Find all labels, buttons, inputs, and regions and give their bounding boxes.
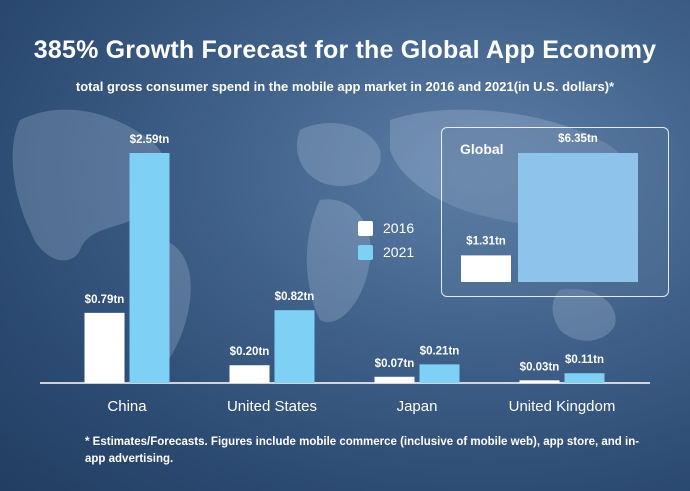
bar-china-2016 <box>84 312 125 383</box>
category-label-china: China <box>107 398 147 415</box>
legend-label-2021: 2021 <box>383 244 415 260</box>
legend-label-2016: 2016 <box>383 220 415 236</box>
data-label-china-2016: $0.79tn <box>85 294 125 306</box>
data-label-china-2021: $2.59tn <box>130 134 170 146</box>
data-label-global-2021: $6.35tn <box>558 133 598 145</box>
bar-global-2021 <box>518 153 638 282</box>
legend-item-2016: 2016 <box>358 220 438 238</box>
data-label-global-2016: $1.31tn <box>466 235 506 247</box>
data-label-united-states-2021: $0.82tn <box>275 291 315 303</box>
category-label-japan: Japan <box>397 398 438 415</box>
data-label-united-kingdom-2016: $0.03tn <box>520 361 560 373</box>
chart-subtitle: total gross consumer spend in the mobile… <box>75 79 615 94</box>
data-label-united-states-2016: $0.20tn <box>230 346 270 358</box>
category-label-united-states: United States <box>227 398 317 415</box>
bar-united-states-2016 <box>229 365 270 383</box>
legend-item-2021: 2021 <box>358 244 438 262</box>
bar-japan-2016 <box>374 376 415 383</box>
chart-title: 385% Growth Forecast for the Global App … <box>33 36 657 64</box>
bar-united-states-2021 <box>274 310 315 383</box>
bar-japan-2021 <box>419 364 460 383</box>
data-label-united-kingdom-2021: $0.11tn <box>565 354 604 366</box>
global-inset-panel: Global $1.31tn $6.35tn <box>441 127 669 297</box>
bar-global-2016 <box>461 255 511 282</box>
legend-swatch-2016 <box>358 221 373 236</box>
global-inset-title: Global <box>460 141 504 157</box>
data-label-japan-2021: $0.21tn <box>420 345 460 357</box>
global-bar-chart: $1.31tn $6.35tn <box>461 133 638 282</box>
legend-swatch-2021 <box>358 245 373 260</box>
bar-united-kingdom-2016 <box>519 380 560 383</box>
bar-china-2021 <box>129 153 170 383</box>
bar-united-kingdom-2021 <box>564 373 605 383</box>
category-label-united-kingdom: United Kingdom <box>509 398 616 415</box>
data-label-japan-2016: $0.07tn <box>375 358 415 370</box>
footnote: * Estimates/Forecasts. Figures include m… <box>85 436 640 465</box>
